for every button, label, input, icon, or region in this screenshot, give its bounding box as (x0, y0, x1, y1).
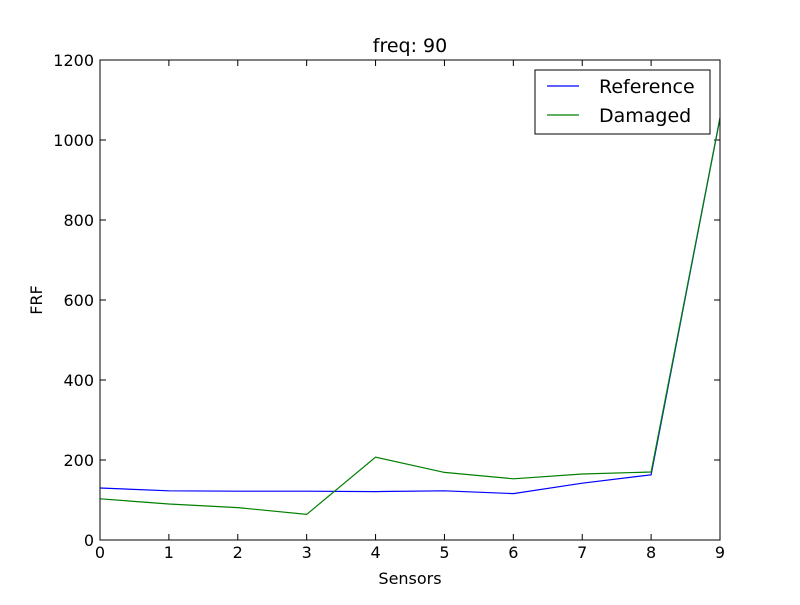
x-tick-label: 8 (646, 543, 656, 562)
x-tick-label: 4 (370, 543, 380, 562)
x-axis-ticks: 0 1 2 3 4 5 6 7 8 9 (95, 60, 725, 562)
x-tick-label: 3 (302, 543, 312, 562)
y-axis-ticks: 0 200 400 600 800 1000 1200 (53, 51, 720, 550)
y-tick-label: 1000 (53, 131, 94, 150)
legend-box (534, 69, 711, 135)
y-tick-label: 600 (63, 291, 94, 310)
legend: Reference Damaged (534, 69, 711, 135)
x-tick-label: 1 (164, 543, 174, 562)
plot-frame (99, 59, 721, 541)
x-axis-label: Sensors (378, 569, 441, 588)
chart-title: freq: 90 (373, 35, 447, 57)
series-line-reference (99, 117, 721, 495)
y-tick-label: 0 (84, 531, 94, 550)
x-tick-label: 9 (715, 543, 725, 562)
x-tick-label: 5 (439, 543, 449, 562)
series-line-damaged (99, 117, 721, 516)
series-layer (99, 117, 721, 516)
x-tick-label: 2 (233, 543, 243, 562)
y-axis-label: FRF (27, 285, 46, 315)
y-tick-label: 200 (63, 451, 94, 470)
x-tick-label: 0 (95, 543, 105, 562)
legend-label-damaged: Damaged (599, 105, 691, 127)
x-tick-label: 7 (577, 543, 587, 562)
y-tick-label: 1200 (53, 51, 94, 70)
y-tick-label: 400 (63, 371, 94, 390)
legend-label-reference: Reference (599, 76, 695, 98)
x-tick-label: 6 (508, 543, 518, 562)
y-tick-label: 800 (63, 211, 94, 230)
